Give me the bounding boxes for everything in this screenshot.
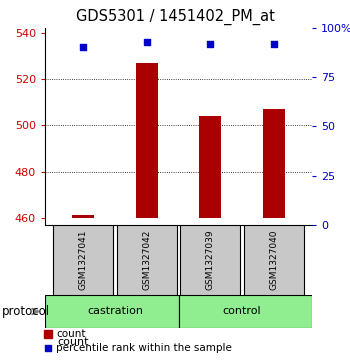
Bar [72, 215, 94, 218]
Bar [199, 116, 222, 218]
Bar [263, 109, 285, 218]
Text: GDS5301 / 1451402_PM_at: GDS5301 / 1451402_PM_at [76, 9, 274, 25]
Bar [180, 225, 240, 295]
Bar [135, 63, 158, 218]
Point [45, 345, 51, 351]
Text: control: control [223, 306, 261, 317]
Text: count: count [58, 337, 89, 347]
Text: GSM1327042: GSM1327042 [142, 230, 151, 290]
Point [208, 41, 213, 47]
Bar [178, 295, 312, 328]
Bar [244, 225, 304, 295]
Text: GSM1327040: GSM1327040 [270, 230, 278, 290]
Text: protocol: protocol [2, 305, 50, 318]
Point [271, 41, 277, 47]
Text: GSM1327041: GSM1327041 [79, 230, 88, 290]
Bar [44, 330, 52, 338]
Point [144, 39, 149, 45]
Text: percentile rank within the sample: percentile rank within the sample [56, 343, 232, 353]
Text: castration: castration [87, 306, 143, 317]
Point [80, 44, 86, 50]
Bar [117, 225, 177, 295]
Bar [45, 295, 178, 328]
Text: GSM1327039: GSM1327039 [206, 230, 215, 290]
Text: count: count [56, 329, 85, 339]
Bar [53, 225, 113, 295]
